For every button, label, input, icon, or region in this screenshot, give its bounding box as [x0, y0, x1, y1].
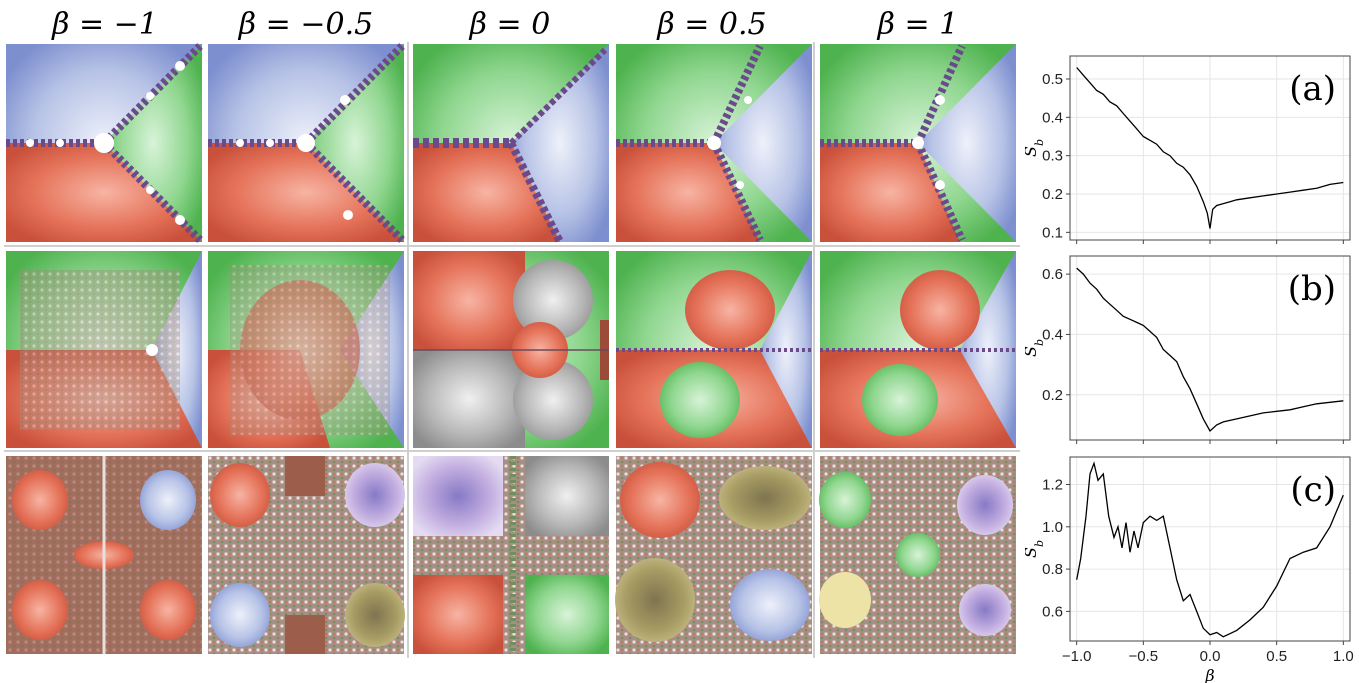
fractal-panel-r3-c2: [208, 456, 405, 654]
y-tick-label: 0.4: [1042, 109, 1063, 126]
fractal-panel-r2-c2: [208, 251, 404, 448]
x-tick-label: 0.0: [1200, 648, 1221, 665]
column-header: β = −1: [51, 7, 158, 42]
y-tick-label: 0.5: [1042, 71, 1063, 88]
fractal-panel-r2-c5: [820, 251, 1016, 448]
column-header: β = −0.5: [238, 7, 373, 42]
sb-line-charts: 0.1 0.2 0.3 0.4 0.5 (a) Sb 0.2 0.4 0.6 (b) Sb 0.6 0.8…: [1025, 55, 1354, 683]
x-axis-label: β: [1204, 666, 1214, 683]
y-tick-label: 1.2: [1042, 476, 1063, 493]
x-tick-label: −1.0: [1062, 648, 1092, 665]
y-tick-label: 0.1: [1042, 224, 1063, 241]
fractal-panel-r1-c2: [208, 43, 405, 243]
column-header: β = 0.5: [656, 7, 766, 42]
y-tick-label: 0.8: [1042, 561, 1063, 578]
y-tick-label: 0.2: [1042, 387, 1063, 404]
x-tick-label: 0.5: [1266, 648, 1287, 665]
x-tick-label: −0.5: [1129, 648, 1159, 665]
y-axis-label: Sb: [1025, 339, 1046, 357]
sb-series-line: [1076, 461, 1344, 638]
fractal-panel-r3-c3: [413, 456, 609, 654]
y-tick-label: 0.6: [1042, 266, 1063, 283]
sb-chart-3: 0.6 0.8 1.0 1.2 −1.0 −0.5 0.0 0.5 1.0 (c) Sb β: [1025, 456, 1354, 683]
y-tick-label: 0.4: [1042, 326, 1063, 343]
y-axis-label-subscript: b: [1033, 540, 1046, 547]
fractal-panel-r1-c3: [413, 44, 609, 244]
fractal-panel-r3-c4: [615, 456, 812, 654]
y-tick-label: 1.0: [1042, 519, 1063, 536]
fractal-panel-r1-c5: [820, 44, 1016, 242]
fractal-panel-r3-c5: [819, 456, 1016, 654]
x-tick-label: 1.0: [1333, 648, 1354, 665]
y-axis-label-subscript: b: [1033, 139, 1046, 146]
sb-chart-1: 0.10.20.30.40.5(a)Sb: [1025, 55, 1351, 244]
fractal-panel-r2-c1: [6, 251, 202, 448]
fractal-panel-r1-c1: [6, 43, 203, 243]
y-axis-label-subscript: b: [1033, 339, 1046, 346]
y-tick-label: 0.6: [1042, 603, 1063, 620]
sb-series-line: [1076, 267, 1344, 433]
fractal-panel-r2-c4: [616, 251, 812, 448]
column-header: β = 0: [469, 7, 551, 42]
sb-series-line: [1076, 67, 1344, 229]
fractal-panel-r2-c3: [413, 251, 609, 448]
y-tick-label: 0.2: [1042, 186, 1063, 203]
fractal-grid: β = −1 β = −0.5 β = 0 β = 0.5 β = 1: [4, 7, 1020, 658]
column-header: β = 1: [877, 7, 959, 42]
panel-tag: (a): [1289, 69, 1336, 109]
y-axis-label: Sb: [1025, 540, 1046, 558]
panel-tag: (b): [1288, 269, 1336, 309]
fractal-panel-r1-c4: [616, 44, 812, 242]
sb-chart-2: 0.2 0.4 0.6 (b) Sb: [1025, 255, 1351, 444]
fractal-panel-r3-c1: [6, 456, 202, 654]
panel-tag: (c): [1290, 470, 1336, 510]
y-tick-label: 0.3: [1042, 148, 1063, 165]
